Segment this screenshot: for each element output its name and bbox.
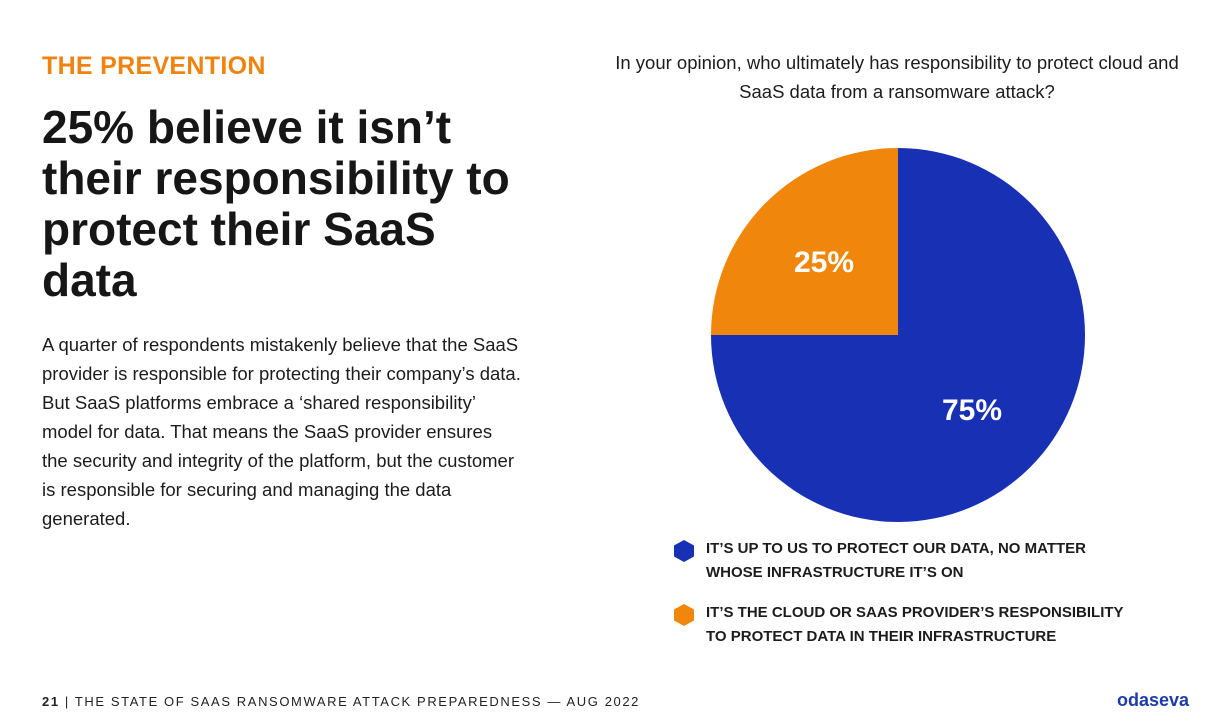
report-title: THE STATE OF SAAS RANSOMWARE ATTACK PREP… [74,694,641,709]
body-paragraph: A quarter of respondents mistakenly beli… [42,334,521,529]
hexagon-icon [674,604,694,626]
page-number: 21 [42,694,60,709]
hexagon-icon [674,540,694,562]
legend-label-provider: IT’S THE CLOUD OR SAAS PROVIDER’S RESPON… [706,604,1124,645]
legend-item-provider: IT’S THE CLOUD OR SAAS PROVIDER’S RESPON… [672,601,1136,649]
pie-chart: 75% 25% [711,148,1085,522]
pie-label-25: 25% [794,246,854,279]
brand-logo: odaseva [1116,690,1189,710]
section-eyebrow: THE PREVENTION [42,52,266,80]
legend-item-us: IT’S UP TO US TO PROTECT OUR DATA, NO MA… [672,537,1136,585]
footer-separator: | [64,694,70,709]
headline: 25% believe it isn’t their responsibilit… [42,101,510,306]
footer: 21 | THE STATE OF SAAS RANSOMWARE ATTACK… [42,694,640,709]
chart-title: In your opinion, who ultimately has resp… [615,52,1179,102]
legend-label-us: IT’S UP TO US TO PROTECT OUR DATA, NO MA… [706,540,1087,581]
pie-slice-25 [711,148,898,335]
pie-label-75: 75% [942,394,1002,427]
